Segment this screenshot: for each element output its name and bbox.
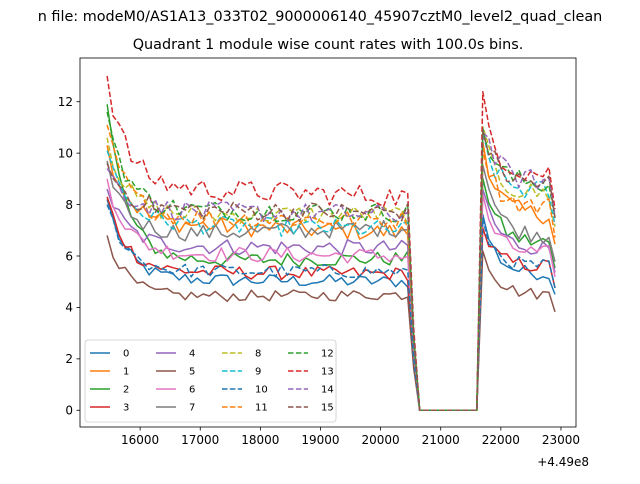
y-tick-label: 2 <box>65 352 73 366</box>
chart-title: Quadrant 1 module wise count rates with … <box>133 37 524 53</box>
series-lines <box>106 75 556 412</box>
x-tick-label: 19000 <box>301 433 339 447</box>
legend-label-12: 12 <box>321 349 334 360</box>
series-line-9 <box>106 131 556 412</box>
axes: 16000 17000 18000 19000 20000 21000 22000 23000… <box>58 57 580 447</box>
axes-frame <box>79 57 577 428</box>
legend-label-14: 14 <box>321 385 334 396</box>
legend-label-10: 10 <box>255 385 268 396</box>
legend-label-11: 11 <box>255 403 268 414</box>
x-tick-label: 17000 <box>181 433 219 447</box>
y-tick-label: 12 <box>58 95 73 109</box>
y-tick-label: 10 <box>58 146 73 160</box>
y-tick-label: 8 <box>65 198 73 212</box>
legend-label-13: 13 <box>321 367 334 378</box>
legend-label-6: 6 <box>189 385 195 396</box>
legend-label-0: 0 <box>123 349 129 360</box>
x-tick-label: 21000 <box>422 433 460 447</box>
x-tick-label: 20000 <box>362 433 400 447</box>
series-line-15 <box>106 130 556 412</box>
legend-label-1: 1 <box>123 367 129 378</box>
y-tick-label: 4 <box>65 301 73 315</box>
legend-label-2: 2 <box>123 385 129 396</box>
figure-suptitle: n file: modeM0/AS1A13_033T02_9000006140_… <box>38 9 603 25</box>
x-tick-label: 18000 <box>241 433 279 447</box>
x-tick-label: 22000 <box>482 433 520 447</box>
legend-box <box>84 339 337 423</box>
legend-label-3: 3 <box>123 403 129 414</box>
legend-label-15: 15 <box>321 403 334 414</box>
x-tick-label: 16000 <box>121 433 159 447</box>
y-tick-label: 0 <box>65 404 73 418</box>
legend-label-4: 4 <box>189 349 195 360</box>
plot-area <box>106 75 556 412</box>
legend-label-8: 8 <box>255 349 261 360</box>
legend-label-5: 5 <box>189 367 195 378</box>
legend-label-7: 7 <box>189 403 195 414</box>
x-tick-label: 23000 <box>542 433 580 447</box>
x-offset-label: +4.49e8 <box>537 455 589 469</box>
y-tick-label: 6 <box>65 249 73 263</box>
legend-label-9: 9 <box>255 367 261 378</box>
